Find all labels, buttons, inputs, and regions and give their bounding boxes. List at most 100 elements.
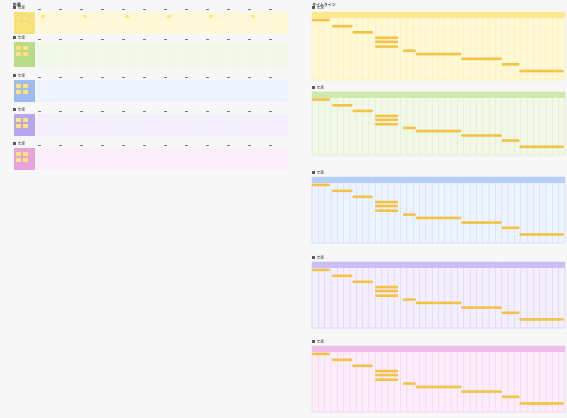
cell-header (122, 9, 125, 10)
sticky-note (22, 15, 29, 21)
row-cell (142, 12, 163, 34)
section-label: 年度 (18, 5, 25, 10)
row-cell (247, 80, 268, 102)
cell-header (38, 111, 41, 112)
cell-header (269, 9, 272, 10)
task-bar (352, 31, 373, 34)
task-bar (375, 369, 399, 373)
task-bar (375, 122, 399, 126)
row-cell (121, 42, 142, 67)
section-label: 年度 (317, 170, 325, 175)
task-bar (461, 221, 502, 224)
row-cell (79, 12, 100, 34)
row-cell (121, 12, 142, 34)
section-label: 年度 (18, 141, 25, 146)
task-bar (375, 378, 399, 381)
row-cell (100, 80, 121, 102)
row-cell (268, 80, 289, 102)
task-bar (415, 301, 462, 305)
task-bar (461, 390, 502, 393)
cell-header (269, 39, 272, 40)
row-cell (163, 148, 184, 170)
sticky-note (15, 123, 22, 129)
section-label: 年度 (317, 255, 325, 260)
sticky-note (83, 15, 87, 18)
section-label: 年度 (317, 339, 325, 344)
cell-header (101, 111, 104, 112)
cell-header (101, 9, 104, 10)
task-bar (519, 233, 564, 236)
cell-header (206, 111, 209, 112)
task-bar (501, 63, 520, 66)
task-bar (403, 213, 416, 216)
section-icon (13, 108, 16, 111)
sticky-note (22, 83, 29, 89)
task-bar (461, 134, 502, 137)
task-bar (332, 358, 353, 362)
task-bar (375, 285, 399, 289)
cell-header (38, 39, 41, 40)
section-icon (312, 86, 315, 89)
section-icon (13, 142, 16, 145)
sticky-note (15, 51, 22, 57)
task-bar (415, 129, 462, 133)
sticky-note (15, 151, 22, 157)
task-bar (375, 373, 399, 377)
row-cell (247, 42, 268, 67)
row-cell (79, 148, 100, 170)
cell-header (59, 145, 62, 146)
section-icon (312, 171, 315, 174)
sticky-note (41, 15, 45, 18)
sticky-note (125, 15, 129, 18)
cell-header (164, 145, 167, 146)
task-bar (461, 306, 502, 309)
cell-header (206, 39, 209, 40)
sticky-note (22, 89, 29, 95)
task-bar (332, 103, 353, 107)
row-cell (163, 80, 184, 102)
task-bar (375, 118, 399, 122)
cell-header (143, 145, 146, 146)
cell-header (59, 77, 62, 78)
task-bar (519, 402, 564, 405)
task-bar (403, 126, 416, 130)
cell-header (143, 39, 146, 40)
section-icon (13, 36, 16, 39)
row-cell (226, 148, 247, 170)
row-cell (163, 42, 184, 67)
cell-header (122, 145, 125, 146)
task-bar (352, 109, 373, 113)
sticky-note (22, 157, 29, 163)
cell-header (59, 39, 62, 40)
task-bar (415, 385, 462, 389)
sticky-note (22, 21, 29, 27)
row-cell (121, 114, 142, 136)
sticky-note (22, 117, 29, 123)
task-bar (403, 298, 416, 301)
cell-header (80, 111, 83, 112)
row-cell (163, 12, 184, 34)
row-cell (163, 114, 184, 136)
cell-header (206, 145, 209, 146)
row-cell (37, 114, 58, 136)
sticky-note (15, 21, 22, 27)
task-bar (375, 45, 399, 48)
task-bar (415, 52, 462, 56)
cell-header (164, 111, 167, 112)
sticky-note (15, 15, 22, 21)
timeline-title: タイムライン (312, 1, 336, 7)
task-bar (415, 216, 462, 220)
sticky-note (15, 83, 22, 89)
cell-header (227, 9, 230, 10)
cell-header (185, 9, 188, 10)
section-label: 年度 (317, 5, 325, 10)
cell-header (38, 145, 41, 146)
task-bar (501, 226, 520, 230)
task-bar (501, 311, 520, 315)
row-cell (121, 80, 142, 102)
row-cell (37, 12, 58, 34)
cell-header (206, 77, 209, 78)
task-bar (519, 69, 564, 73)
row-cell (205, 114, 226, 136)
